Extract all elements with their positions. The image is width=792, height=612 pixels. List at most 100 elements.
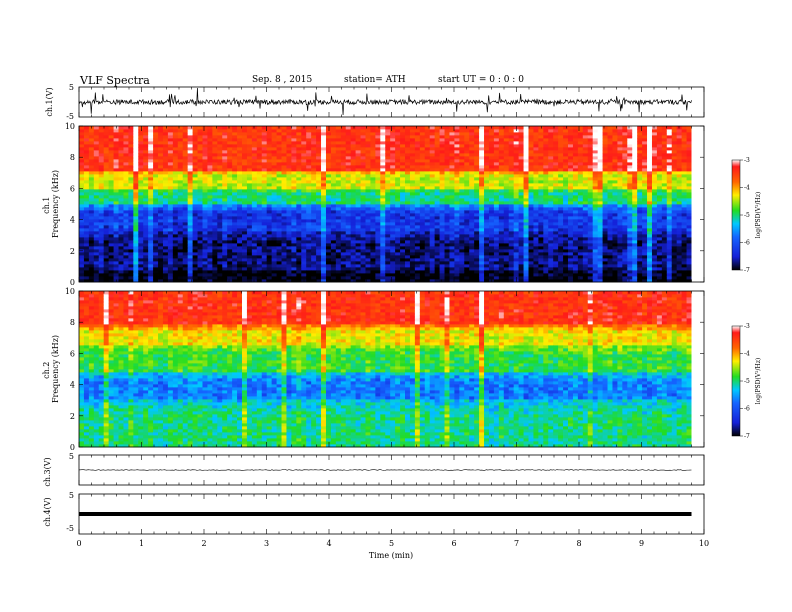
spectrogram-cell [321,195,327,199]
spectrogram-cell [449,135,455,139]
spectrogram-cell [187,201,194,205]
spectrogram-cell [488,234,495,238]
spectrogram-cell [281,273,287,277]
spectrogram-cell [449,228,455,232]
spectrogram-cell [177,207,184,211]
spectrogram-cell [479,264,485,268]
spectrogram-cell [286,195,292,199]
spectrogram-cell [390,168,396,172]
spectrogram-cell [187,195,194,199]
spectrogram-cell [325,150,332,154]
spectrogram-cell [355,261,361,265]
spectrogram-cell [400,180,406,184]
spectrogram-cell [513,183,520,187]
spectrogram-cell [375,225,381,229]
spectrogram-cell [143,159,149,163]
spectrogram-cell [103,234,110,238]
spectrogram-cell [306,213,312,217]
spectrogram-cell [479,147,485,151]
spectrogram-cell [242,267,248,271]
spectrogram-cell [182,267,189,271]
spectrogram-cell [118,174,124,178]
spectrogram-cell [301,249,307,253]
spectrogram-cell [237,213,243,217]
spectrogram-cell [316,162,322,166]
spectrogram-cell [266,249,273,253]
spectrogram-cell [518,216,524,220]
spectrogram-cell [128,126,134,130]
spectrogram-cell [242,174,248,178]
spectrogram-cell [380,207,386,211]
spectrogram-cell [518,129,524,133]
spectrogram-cell [503,138,510,142]
spectrogram-cell [474,135,480,139]
spectrogram-cell [301,252,307,256]
spectrogram-cell [543,129,549,133]
spectrogram-cell [153,273,159,277]
spectrogram-cell [350,156,357,160]
spectrogram-cell [503,171,510,175]
spectrogram-cell [345,147,352,151]
spectrogram-cell [493,162,500,166]
spectrogram-cell [187,141,194,145]
spectrogram-cell [256,201,263,205]
spectrogram-cell [261,237,268,241]
spectrogram-cell [128,255,134,259]
spectrogram-cell [158,210,164,214]
spectrogram-cell [153,192,159,196]
spectrogram-cell [79,180,85,184]
spectrogram-cell [172,198,179,202]
spectrogram-cell [360,237,366,241]
spectrogram-cell [414,246,421,250]
spectrogram-cell [469,171,475,175]
spectrogram-cell [409,153,416,157]
spectrogram-cell [325,165,332,169]
spectrogram-cell [158,180,164,184]
spectrogram-cell [301,261,307,265]
spectrogram-cell [474,129,480,133]
spectrogram-cell [444,210,450,214]
spectrogram-cell [444,192,450,196]
spectrogram-cell [296,192,302,196]
spectrogram-cell [493,147,500,151]
spectrogram-cell [498,135,505,139]
spectrogram-cell [192,195,198,199]
spectrogram-cell [439,210,445,214]
spectrogram-cell [330,192,337,196]
spectrogram-cell [212,162,218,166]
spectrogram-cell [167,222,174,226]
spectrogram-cell [488,276,495,280]
spectrogram-cell [409,204,416,208]
spectrogram-cell [409,165,416,169]
spectrogram-cell [182,156,189,160]
spectrogram-cell [439,216,445,220]
spectrogram-cell [158,129,164,133]
spectrogram-cell [311,129,317,133]
spectrogram-cell [286,258,292,262]
spectrogram-cell [281,144,287,148]
spectrogram-cell [187,144,194,148]
spectrogram-cell [479,159,485,163]
spectrogram-cell [503,144,510,148]
spectrogram-cell [237,279,243,283]
spectrogram-cell [128,222,134,226]
spectrogram-cell [93,258,100,262]
spectrogram-cell [479,234,485,238]
spectrogram-cell [148,261,154,265]
spectrogram-cell [79,237,85,241]
spectrogram-cell [88,195,95,199]
spectrogram-cell [266,198,273,202]
spectrogram-cell [330,183,337,187]
spectrogram-cell [98,234,105,238]
spectrogram-cell [237,141,243,145]
spectrogram-cell [266,246,273,250]
spectrogram-cell [321,183,327,187]
spectrogram-cell [227,195,233,199]
spectrogram-cell [439,258,445,262]
spectrogram-cell [508,156,515,160]
spectrogram-cell [301,243,307,247]
spectrogram-cell [108,183,114,187]
spectrogram-cell [281,186,287,190]
spectrogram-cell [498,195,505,199]
spectrogram-cell [138,237,144,241]
